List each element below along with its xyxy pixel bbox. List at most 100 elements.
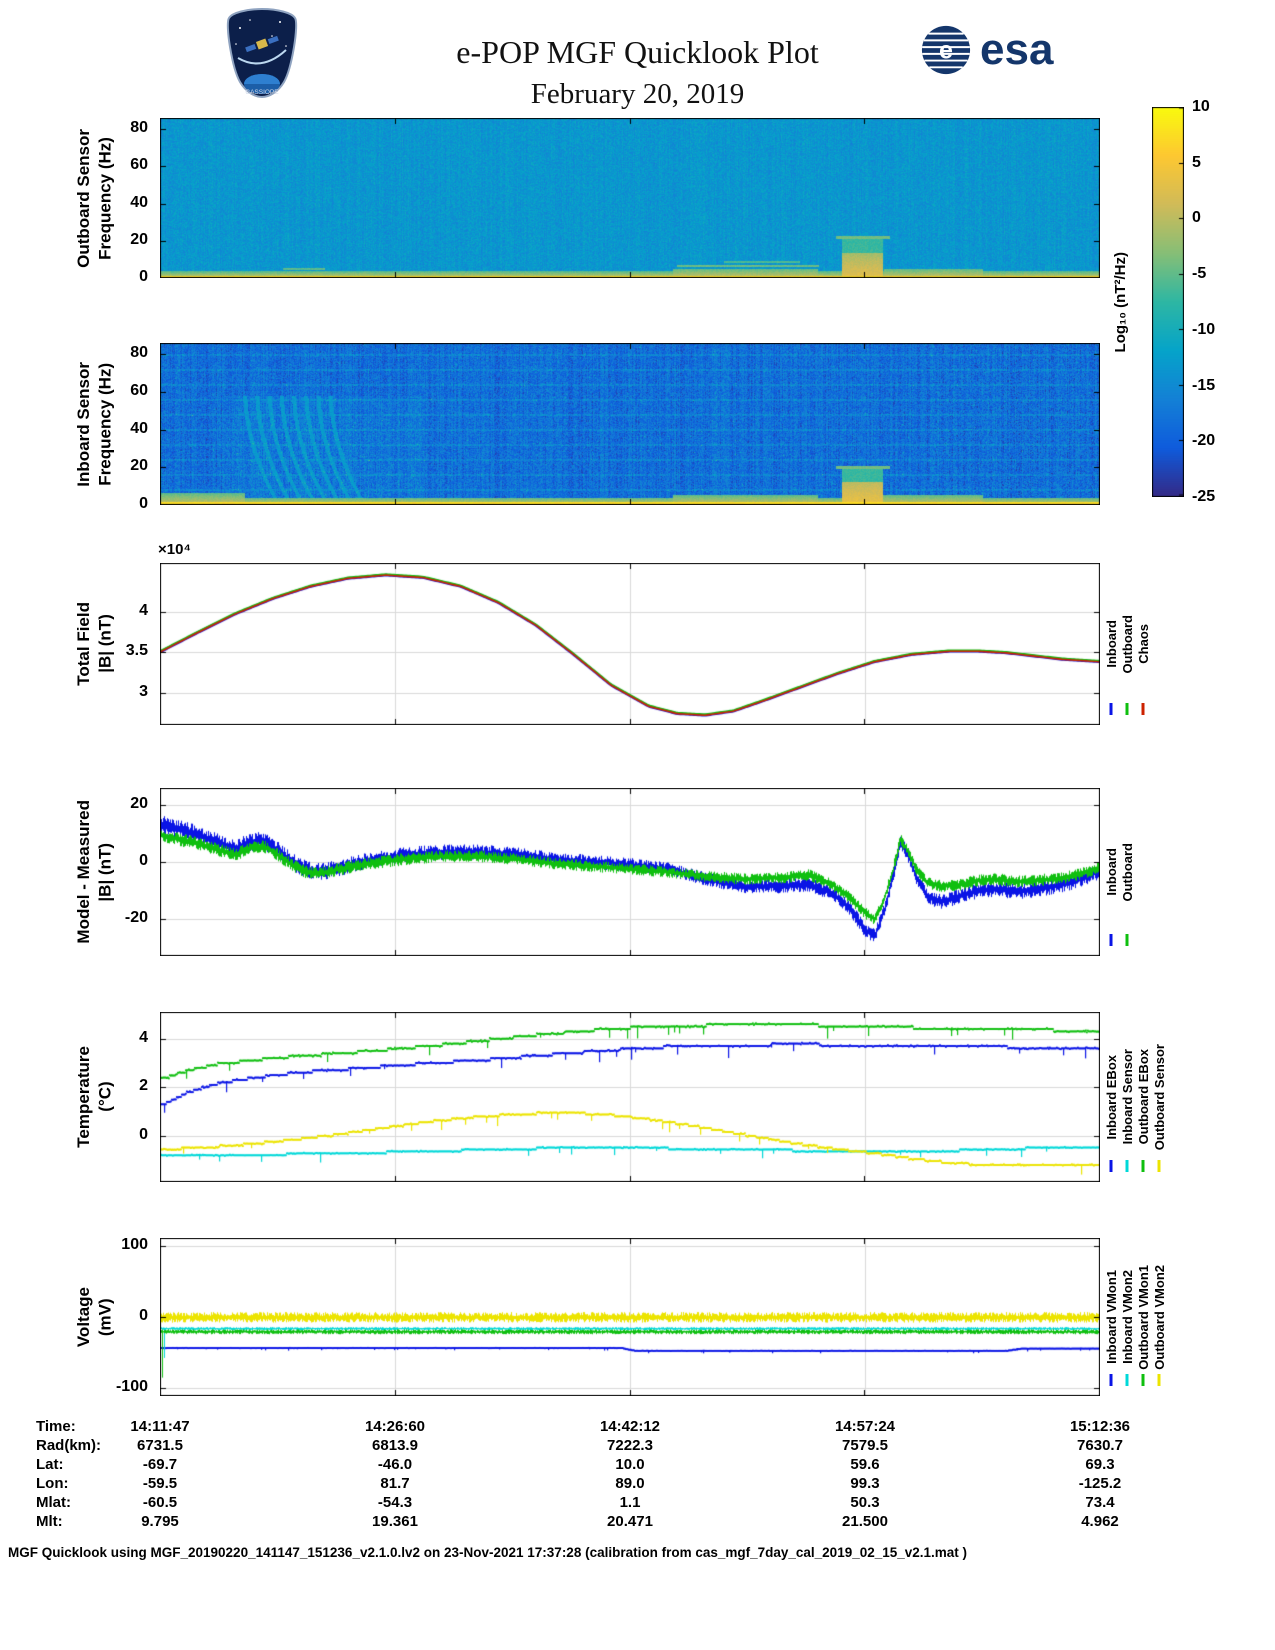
- legend-label: Outboard: [1119, 842, 1135, 902]
- footer-caption: MGF Quicklook using MGF_20190220_141147_…: [8, 1545, 968, 1560]
- ephemeris-row-label: Mlt:: [36, 1513, 63, 1530]
- ephemeris-value: 14:42:12: [599, 1418, 661, 1435]
- cassiope-patch-graphic: CASSIOPE: [226, 7, 298, 99]
- ephemeris-value: 81.7: [380, 1475, 410, 1492]
- total-field-legend: Inboard Outboard Chaos: [1103, 563, 1151, 725]
- y-tick-label: 0: [139, 268, 148, 285]
- y-tick-label: 40: [130, 419, 148, 437]
- legend-entry: Outboard Sensor: [1151, 1012, 1167, 1182]
- outboard-spectrogram-panel: Outboard Sensor Frequency (Hz) 0 20 40 60 80: [0, 118, 1275, 285]
- ephemeris-value: 69.3: [1085, 1456, 1115, 1473]
- legend-entry: Chaos: [1135, 563, 1151, 725]
- ephemeris-value: 19.361: [372, 1513, 418, 1530]
- legend-label: Inboard EBox: [1103, 1054, 1119, 1140]
- legend-entry: Inboard: [1103, 788, 1119, 956]
- legend-label: Outboard VMon1: [1135, 1264, 1151, 1370]
- y-tick-label: 3.5: [125, 642, 148, 660]
- legend-marker: [1125, 934, 1129, 946]
- legend-marker: [1141, 703, 1145, 715]
- legend-entry: Outboard VMon1: [1135, 1238, 1151, 1396]
- colorbar-tick-label: -25: [1192, 488, 1216, 505]
- y-tick-label: 0: [139, 1307, 148, 1324]
- y-tick-label: 80: [130, 119, 148, 137]
- inboard-spectrogram-yticks: 0 20 40 60 80: [0, 343, 150, 512]
- y-tick-label: 100: [121, 1236, 148, 1254]
- legend-marker: [1109, 934, 1113, 946]
- y-tick-label: 4: [139, 1028, 148, 1046]
- temperature-legend: Inboard EBox Inboard Sensor Outboard EBox O…: [1103, 1012, 1167, 1182]
- ephemeris-value: 15:12:36: [1069, 1418, 1131, 1435]
- legend-label: Inboard VMon1: [1103, 1270, 1119, 1364]
- ephemeris-row-label: Lat:: [36, 1456, 64, 1473]
- colorbar-canvas: [1152, 107, 1184, 497]
- ephemeris-value: 7579.5: [842, 1437, 888, 1454]
- colorbar-ticks: 10 5 0 -5 -10 -15 -20 -25: [1192, 98, 1252, 505]
- legend-entry: Inboard VMon1: [1103, 1238, 1119, 1396]
- cassiope-mission-patch: CASSIOPE: [220, 6, 304, 105]
- ephemeris-value: 89.0: [615, 1475, 645, 1492]
- colorbar-tick-label: 5: [1192, 153, 1201, 171]
- legend-entry: Inboard: [1103, 563, 1119, 725]
- y-tick-label: 60: [130, 381, 148, 399]
- voltage-legend: Inboard VMon1 Inboard VMon2 Outboard VMon1…: [1103, 1238, 1167, 1396]
- voltage-yticks: -100 0 100: [0, 1236, 150, 1396]
- colorbar-tick-label: 0: [1192, 209, 1201, 227]
- ephemeris-value: 9.795: [141, 1513, 179, 1530]
- y-tick-label: 2: [139, 1077, 148, 1095]
- legend-entry: Outboard EBox: [1135, 1012, 1151, 1182]
- ephemeris-value: -59.5: [142, 1475, 178, 1492]
- colorbar-tick-label: -15: [1192, 376, 1216, 394]
- patch-text: CASSIOPE: [245, 89, 279, 96]
- legend-label: Inboard: [1103, 848, 1119, 896]
- ephemeris-value: 21.500: [842, 1513, 888, 1530]
- legend-label: Outboard: [1119, 614, 1135, 674]
- temperature-yticks: 0 2 4: [0, 1012, 150, 1182]
- ephemeris-value: 6813.9: [372, 1437, 418, 1454]
- esa-emblem-icon: e: [921, 25, 971, 75]
- ephemeris-value: 59.6: [850, 1456, 880, 1473]
- ephemeris-value: 7222.3: [607, 1437, 653, 1454]
- total-field-panel: ×10⁴ Total Field |B| (nT) 3 3.5 4 Inboard O…: [0, 541, 1275, 725]
- legend-label: Outboard EBox: [1135, 1049, 1151, 1145]
- y-tick-label: -100: [115, 1377, 148, 1395]
- legend-marker: [1109, 703, 1113, 715]
- legend-entry: Outboard VMon2: [1151, 1238, 1167, 1396]
- legend-marker: [1109, 1374, 1113, 1386]
- y-tick-label: 80: [130, 344, 148, 362]
- figure-title: e-POP MGF Quicklook Plot: [456, 34, 819, 70]
- legend-marker: [1125, 703, 1129, 715]
- ephemeris-value: 73.4: [1085, 1494, 1115, 1511]
- outboard-spectrogram-yticks: 0 20 40 60 80: [0, 118, 150, 285]
- legend-marker: [1157, 1160, 1161, 1172]
- figure-date: February 20, 2019: [530, 78, 745, 110]
- ephemeris-value: 99.3: [850, 1475, 880, 1492]
- legend-marker: [1157, 1374, 1161, 1386]
- model-minus-measured-yticks: -20 0 20: [0, 788, 150, 956]
- colorbar: Log₁₀ (nT²/Hz) 10 5 0 -5 -10 -15 -20 -25: [1104, 98, 1274, 505]
- voltage-canvas: [160, 1238, 1100, 1396]
- ephemeris-value: 20.471: [607, 1513, 653, 1530]
- ephemeris-value: -54.3: [377, 1494, 413, 1511]
- ephemeris-value: 1.1: [619, 1494, 641, 1511]
- legend-entry: Outboard: [1119, 788, 1135, 956]
- legend-marker: [1109, 1160, 1113, 1172]
- ephemeris-value: 14:26:60: [364, 1418, 426, 1435]
- ephemeris-value: -60.5: [142, 1494, 178, 1511]
- total-field-yticks: 3 3.5 4: [0, 563, 150, 725]
- y-tick-label: 0: [139, 1125, 148, 1143]
- legend-label: Inboard VMon2: [1119, 1270, 1135, 1364]
- model-minus-measured-panel: Model - Measured |B| (nT) -20 0 20 Inboard…: [0, 788, 1275, 956]
- legend-marker: [1141, 1160, 1145, 1172]
- inboard-spectrogram-canvas: [160, 343, 1100, 505]
- y-tick-label: 4: [139, 601, 148, 619]
- legend-entry: Inboard EBox: [1103, 1012, 1119, 1182]
- legend-label: Inboard: [1103, 620, 1119, 668]
- colorbar-label: Log₁₀ (nT²/Hz): [1104, 107, 1138, 497]
- ephemeris-value: 10.0: [615, 1456, 645, 1473]
- total-field-scale-label: ×10⁴: [158, 541, 191, 558]
- y-tick-label: 3: [139, 682, 148, 700]
- ephemeris-row-label: Time:: [36, 1418, 76, 1435]
- ephemeris-value: 7630.7: [1077, 1437, 1123, 1454]
